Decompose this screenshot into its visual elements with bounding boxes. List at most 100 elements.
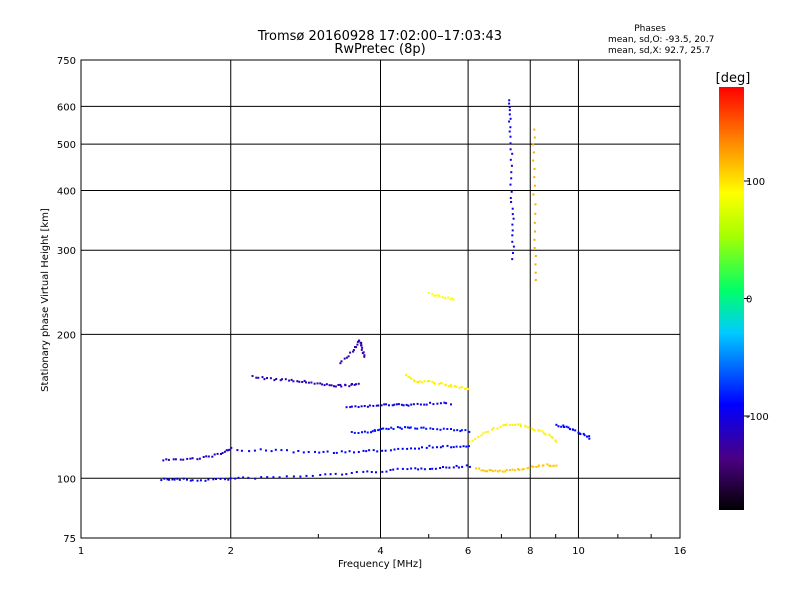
data-point <box>377 429 380 432</box>
data-point <box>328 384 331 387</box>
data-point <box>511 424 514 426</box>
data-point <box>230 446 233 449</box>
data-point <box>368 404 371 407</box>
data-point <box>357 406 360 408</box>
data-point <box>219 477 222 480</box>
data-point <box>333 385 335 388</box>
data-point <box>307 381 310 384</box>
data-point <box>349 406 352 409</box>
data-point <box>513 469 516 472</box>
data-point <box>508 102 511 105</box>
data-point <box>344 384 347 387</box>
data-point <box>530 427 533 430</box>
data-point <box>414 467 417 470</box>
data-point <box>377 404 380 407</box>
data-point <box>498 469 501 472</box>
data-point <box>541 430 544 433</box>
data-point <box>537 429 540 432</box>
data-point <box>357 451 360 453</box>
data-point <box>353 383 356 386</box>
data-points <box>160 99 591 482</box>
data-point <box>567 426 570 429</box>
data-point <box>362 470 365 473</box>
data-point <box>350 405 353 408</box>
data-point <box>533 221 536 224</box>
data-point <box>434 467 437 470</box>
data-point <box>456 429 459 432</box>
data-point <box>560 425 563 428</box>
data-point <box>347 355 350 358</box>
data-point <box>326 450 329 453</box>
data-point <box>436 446 438 449</box>
data-point <box>588 435 591 438</box>
data-point <box>397 403 400 406</box>
data-point <box>583 434 586 437</box>
data-point <box>387 428 390 431</box>
data-point <box>546 463 549 466</box>
y-tick-label: 300 <box>57 246 76 257</box>
data-point <box>279 379 282 382</box>
data-point <box>484 470 487 473</box>
data-point <box>298 380 301 383</box>
data-point <box>423 468 426 471</box>
data-point <box>505 423 508 426</box>
data-point <box>273 379 276 382</box>
data-point <box>182 477 185 480</box>
data-point <box>579 433 582 435</box>
data-point <box>508 423 511 426</box>
data-point <box>533 429 536 432</box>
data-point <box>534 263 537 266</box>
data-point <box>501 470 504 473</box>
data-point <box>423 380 426 383</box>
data-point <box>196 458 199 461</box>
data-point <box>452 446 455 449</box>
data-point <box>361 346 364 349</box>
data-point <box>524 425 527 428</box>
data-point <box>257 376 260 379</box>
data-point <box>438 295 441 298</box>
data-point <box>270 450 273 453</box>
data-point <box>446 428 449 430</box>
data-point <box>360 405 363 408</box>
data-point <box>358 339 361 342</box>
data-point <box>534 230 536 233</box>
data-point <box>360 344 363 347</box>
data-point <box>450 446 453 449</box>
data-point <box>445 402 448 405</box>
data-point <box>341 473 344 476</box>
data-point <box>534 255 537 257</box>
data-point <box>533 176 536 179</box>
data-point <box>356 343 359 346</box>
data-point <box>431 446 434 449</box>
data-point <box>357 432 360 434</box>
data-point <box>538 464 540 467</box>
data-point <box>477 436 480 438</box>
data-point <box>586 435 588 438</box>
data-point <box>340 450 343 453</box>
data-point <box>375 404 378 407</box>
data-point <box>416 402 419 405</box>
data-point <box>508 109 511 112</box>
data-point <box>460 385 463 388</box>
data-point <box>242 476 245 479</box>
data-point <box>563 426 565 428</box>
data-point <box>511 258 514 261</box>
data-point <box>325 383 328 386</box>
data-point <box>532 151 535 154</box>
data-point <box>237 476 240 479</box>
data-point <box>439 402 442 405</box>
data-point <box>292 451 295 454</box>
data-point <box>261 376 264 379</box>
data-point <box>406 468 409 471</box>
data-point <box>548 464 551 467</box>
data-point <box>204 479 207 482</box>
data-point <box>550 435 553 438</box>
data-point <box>449 384 452 387</box>
y-tick-label: 100 <box>57 474 76 485</box>
data-point <box>453 429 456 432</box>
data-point <box>418 380 421 383</box>
data-point <box>428 291 430 294</box>
data-point <box>425 403 428 406</box>
data-point <box>555 464 558 467</box>
